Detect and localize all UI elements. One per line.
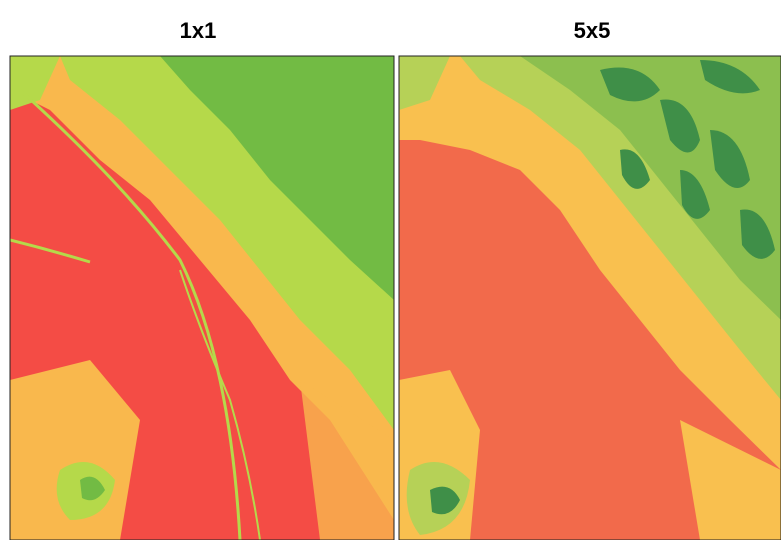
figure: 1x1 5x5 — [0, 0, 781, 540]
panel-title: 1x1 — [180, 18, 217, 43]
map-panel — [399, 56, 781, 540]
map-panel — [10, 56, 394, 540]
panel-title: 5x5 — [574, 18, 611, 43]
